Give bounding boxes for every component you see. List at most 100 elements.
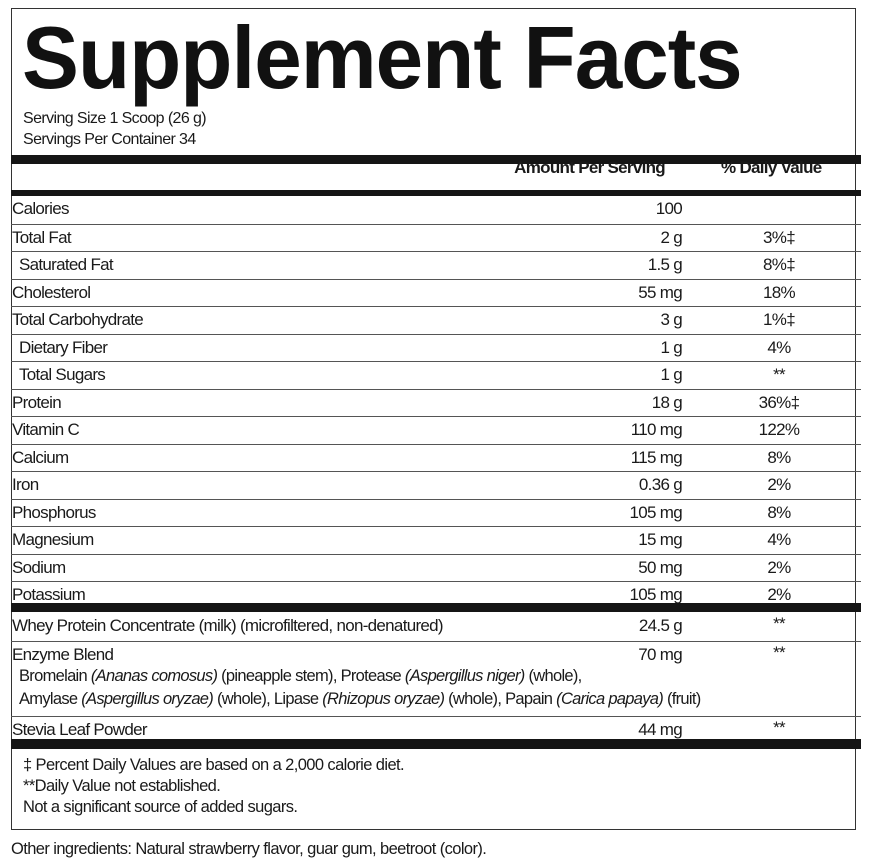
ingredient-daily-value: **	[773, 614, 786, 633]
nutrient-amount: 50 mg	[638, 557, 682, 577]
supplement-facts-panel	[11, 8, 856, 830]
nutrient-row: Vitamin C 110 mg 122%	[11, 416, 861, 444]
nutrient-name: Calcium	[12, 447, 69, 467]
servings-per-container: Servings Per Container 34	[23, 131, 196, 148]
nutrient-row: Potassium 105 mg 2%	[11, 581, 861, 609]
enzyme-description-segment: (pineapple stem), Protease	[217, 666, 405, 685]
footnote-daily-values: ‡ Percent Daily Values are based on a 2,…	[23, 756, 405, 774]
nutrient-daily-value: **	[773, 365, 786, 384]
nutrient-amount: 0.36 g	[638, 475, 683, 494]
nutrient-daily-value: 2%	[767, 475, 791, 494]
ingredient-row: Enzyme Blend 70 mg ** Bromelain (Ananas com…	[11, 640, 861, 716]
enzyme-description-segment: Amylase	[19, 689, 82, 708]
nutrient-name: Protein	[12, 392, 62, 412]
enzyme-description-segment: (whole), Lipase	[213, 689, 323, 708]
nutrient-daily-value: 122%	[758, 420, 800, 439]
thick-divider	[11, 739, 861, 749]
enzyme-description-segment: (Ananas comosus)	[90, 666, 218, 685]
nutrient-amount: 105 mg	[629, 585, 682, 604]
nutrient-daily-value: 1%‡	[763, 310, 796, 329]
ingredient-amount: 44 mg	[638, 719, 682, 739]
ingredient-amount: 24.5 g	[638, 616, 683, 635]
nutrient-name: Potassium	[12, 585, 86, 604]
ingredient-daily-value: **	[773, 642, 786, 662]
nutrient-name: Saturated Fat	[19, 255, 114, 274]
nutrient-name: Sodium	[12, 557, 66, 577]
nutrient-daily-value: 8%	[767, 447, 791, 467]
nutrient-amount: 115 mg	[630, 447, 683, 467]
nutrient-row: Total Carbohydrate 3 g 1%‡	[11, 306, 861, 334]
nutrient-row: Sodium 50 mg 2%	[11, 553, 861, 582]
ingredient-daily-value: **	[773, 717, 786, 737]
thick-divider	[11, 155, 861, 164]
ingredient-row: Whey Protein Concentrate (milk) (microfi…	[11, 613, 861, 641]
footnote-added-sugars: Not a significant source of added sugars…	[23, 798, 298, 816]
daily-value-header: % Daily Value	[721, 158, 822, 177]
ingredient-name: Stevia Leaf Powder	[12, 719, 148, 739]
ingredient-name: Whey Protein Concentrate (milk) (microfi…	[12, 616, 444, 635]
nutrient-amount: 15 mg	[638, 530, 682, 549]
ingredient-amount: 70 mg	[638, 644, 682, 664]
enzyme-description-segment: (whole),	[524, 666, 582, 685]
nutrient-name: Total Carbohydrate	[12, 310, 144, 329]
ingredient-row: Stevia Leaf Powder 44 mg **	[11, 715, 861, 744]
nutrient-amount: 18 g	[651, 392, 683, 412]
nutrient-daily-value: 2%	[767, 557, 791, 577]
nutrient-row: Calcium 115 mg 8%	[11, 443, 861, 472]
enzyme-description-segment: (Carica papaya)	[556, 689, 664, 708]
enzyme-description-line: Bromelain (Ananas comosus) (pineapple st…	[19, 667, 582, 686]
nutrient-amount: 1 g	[660, 365, 682, 384]
nutrient-row: Calories 100	[11, 196, 861, 224]
nutrient-row: Protein 18 g 36%‡	[11, 388, 861, 417]
nutrient-daily-value: 8%‡	[763, 255, 796, 274]
nutrient-name: Total Sugars	[19, 365, 106, 384]
enzyme-description-line: Amylase (Aspergillus oryzae) (whole), Li…	[19, 690, 701, 709]
enzyme-description-segment: Bromelain	[19, 666, 91, 685]
nutrient-amount: 55 mg	[638, 282, 682, 302]
other-ingredients-table: Whey Protein Concentrate (milk) (microfi…	[11, 613, 861, 743]
nutrient-row: Total Sugars 1 g **	[11, 361, 861, 389]
enzyme-description-segment: (whole), Papain	[444, 689, 557, 708]
nutrient-name: Total Fat	[12, 227, 72, 247]
nutrient-row: Dietary Fiber 1 g 4%	[11, 333, 861, 362]
nutrient-name: Vitamin C	[12, 420, 80, 439]
enzyme-description-segment: (Aspergillus oryzae)	[81, 689, 214, 708]
nutrient-row: Saturated Fat 1.5 g 8%‡	[11, 251, 861, 279]
panel-title: Supplement Facts	[22, 8, 743, 107]
nutrient-amount: 100	[655, 199, 683, 218]
nutrient-name: Dietary Fiber	[19, 337, 108, 357]
ingredient-name: Enzyme Blend	[12, 644, 114, 664]
nutrient-row: Iron 0.36 g 2%	[11, 471, 861, 499]
nutrient-row: Total Fat 2 g 3%‡	[11, 223, 861, 252]
nutrient-daily-value: 2%	[767, 585, 791, 604]
nutrient-name: Iron	[12, 475, 39, 494]
nutrient-amount: 1 g	[660, 337, 682, 357]
nutrient-amount: 3 g	[660, 310, 682, 329]
nutrient-amount: 2 g	[660, 227, 682, 247]
thick-divider	[11, 190, 861, 196]
nutrient-daily-value: 3%‡	[763, 227, 796, 247]
nutrient-amount: 110 mg	[630, 420, 683, 439]
nutrient-daily-value: 36%‡	[758, 392, 800, 412]
nutrient-amount: 1.5 g	[647, 255, 683, 274]
thick-divider	[11, 603, 861, 612]
amount-header: Amount Per Serving	[514, 158, 666, 177]
nutrient-row: Magnesium 15 mg 4%	[11, 526, 861, 554]
enzyme-description-segment: (fruit)	[663, 689, 701, 708]
nutrient-daily-value: 18%	[763, 282, 796, 302]
enzyme-description-segment: (Rhizopus oryzae)	[322, 689, 445, 708]
nutrient-name: Calories	[12, 199, 69, 218]
nutrient-daily-value: 4%	[767, 530, 791, 549]
nutrient-row: Phosphorus 105 mg 8%	[11, 498, 861, 527]
nutrient-daily-value: 4%	[767, 337, 791, 357]
nutrient-name: Cholesterol	[12, 282, 91, 302]
nutrient-daily-value: 8%	[767, 502, 791, 522]
footnote-not-established: **Daily Value not established.	[23, 777, 221, 795]
nutrient-table: Calories 100 Total Fat 2 g 3%‡ Saturated Fat 1…	[11, 196, 861, 609]
enzyme-description-segment: (Aspergillus niger)	[404, 666, 525, 685]
nutrient-name: Magnesium	[12, 530, 94, 549]
nutrient-amount: 105 mg	[629, 502, 682, 522]
other-ingredients: Other ingredients: Natural strawberry fl…	[11, 840, 487, 858]
nutrient-row: Cholesterol 55 mg 18%	[11, 278, 861, 307]
serving-size: Serving Size 1 Scoop (26 g)	[23, 110, 207, 127]
